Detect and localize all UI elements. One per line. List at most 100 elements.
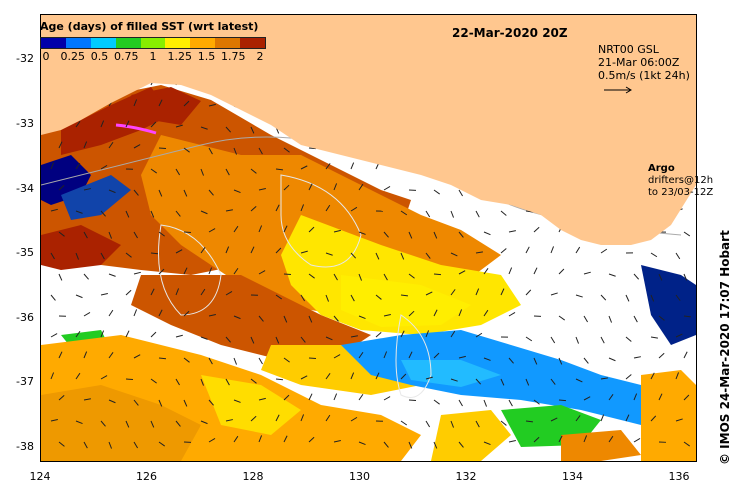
current-vector	[483, 441, 491, 446]
current-vector	[83, 273, 89, 280]
colorbar-tick-label: 2	[256, 50, 264, 63]
current-vector	[558, 399, 567, 402]
current-vector	[500, 420, 507, 426]
y-tick-label: -36	[16, 310, 34, 324]
current-vector	[533, 226, 540, 233]
current-vector	[450, 420, 455, 428]
current-vector	[283, 273, 292, 276]
current-vector	[408, 399, 417, 402]
current-vector	[325, 252, 333, 256]
current-vector	[483, 231, 491, 236]
current-vector	[158, 309, 163, 317]
colorbar-tick-label: 1.5	[197, 50, 216, 63]
current-vector	[375, 372, 380, 380]
current-vector	[383, 273, 388, 281]
current-vector	[308, 436, 315, 443]
current-vector	[358, 351, 364, 359]
current-vector	[158, 231, 165, 237]
current-vector	[333, 229, 341, 233]
current-vector	[233, 147, 238, 155]
current-vector	[433, 441, 438, 449]
current-vector	[600, 294, 607, 301]
current-vector	[658, 273, 663, 281]
current-vector	[400, 252, 405, 260]
current-vector	[475, 210, 480, 218]
current-vector	[100, 164, 108, 170]
current-vector	[600, 248, 608, 254]
current-vector	[250, 378, 257, 384]
current-vector	[333, 354, 341, 359]
current-vector	[50, 294, 56, 301]
current-vector	[258, 270, 266, 275]
colorbar-swatch	[90, 38, 116, 48]
current-vector	[550, 292, 558, 296]
current-vector	[183, 310, 190, 317]
credit-text: © IMOS 24-Mar-2020 17:07 Hobart	[718, 230, 732, 465]
model-line-3: 0.5m/s (1kt 24h)	[598, 69, 690, 82]
current-vector	[358, 393, 364, 401]
current-vector	[225, 419, 233, 422]
current-vector	[58, 441, 65, 447]
current-vector	[108, 309, 114, 317]
current-vector	[508, 230, 516, 233]
current-vector	[108, 189, 116, 194]
current-vector	[325, 163, 331, 170]
current-vector	[308, 315, 313, 323]
current-vector	[633, 393, 638, 401]
model-line-2: 21-Mar 06:00Z	[598, 56, 680, 69]
current-vector	[608, 357, 616, 362]
x-tick-label: 126	[136, 470, 157, 483]
current-vector	[325, 204, 331, 212]
current-vector	[100, 420, 106, 427]
sst-map	[40, 14, 697, 462]
current-vector	[183, 267, 188, 275]
argo-legend: Argo drifters@12h to 23/03-12Z	[648, 163, 713, 199]
current-vector	[308, 393, 313, 401]
current-vector	[550, 417, 558, 422]
current-vector	[508, 312, 516, 317]
current-vector	[533, 357, 538, 365]
current-vector	[175, 168, 181, 176]
current-vector	[358, 231, 366, 235]
current-vector	[125, 210, 130, 218]
current-vector	[100, 330, 105, 338]
current-vector	[658, 315, 665, 321]
current-vector	[675, 333, 683, 338]
argo-line-2: drifters@12h	[648, 175, 714, 186]
current-vector	[208, 267, 213, 275]
current-vector	[508, 357, 514, 364]
current-vector	[683, 394, 690, 401]
current-vector	[675, 418, 683, 422]
current-vector	[158, 441, 166, 447]
current-vector	[433, 309, 438, 317]
current-vector	[208, 103, 216, 107]
legend-title: Age (days) of filled SST (wrt latest)	[40, 20, 259, 33]
x-tick-label: 134	[562, 470, 584, 483]
current-vector	[150, 288, 155, 296]
current-vector	[625, 336, 632, 342]
current-vector	[200, 168, 205, 176]
current-vector	[250, 126, 255, 134]
colorbar-labels: 0 0.25 0.5 0.75 1 1.25 1.5 1.75 2	[40, 50, 266, 64]
current-vector	[225, 126, 232, 133]
current-vector	[325, 294, 330, 302]
current-vector	[225, 378, 230, 386]
current-vector	[483, 309, 489, 317]
current-vector	[450, 252, 458, 257]
current-vector	[58, 231, 65, 237]
current-vector	[350, 372, 355, 380]
current-vector	[425, 420, 431, 428]
current-vector	[650, 294, 655, 302]
current-vector	[150, 168, 158, 174]
current-vector	[458, 231, 464, 238]
current-vector	[300, 250, 308, 254]
current-vector	[175, 378, 180, 386]
current-vector	[608, 394, 614, 401]
current-vector	[408, 351, 413, 359]
current-vector	[258, 397, 266, 401]
current-vector	[233, 315, 241, 320]
current-vector	[683, 273, 688, 281]
current-vector	[575, 336, 580, 344]
y-tick-label: -33	[16, 116, 34, 130]
current-vector	[208, 314, 216, 317]
